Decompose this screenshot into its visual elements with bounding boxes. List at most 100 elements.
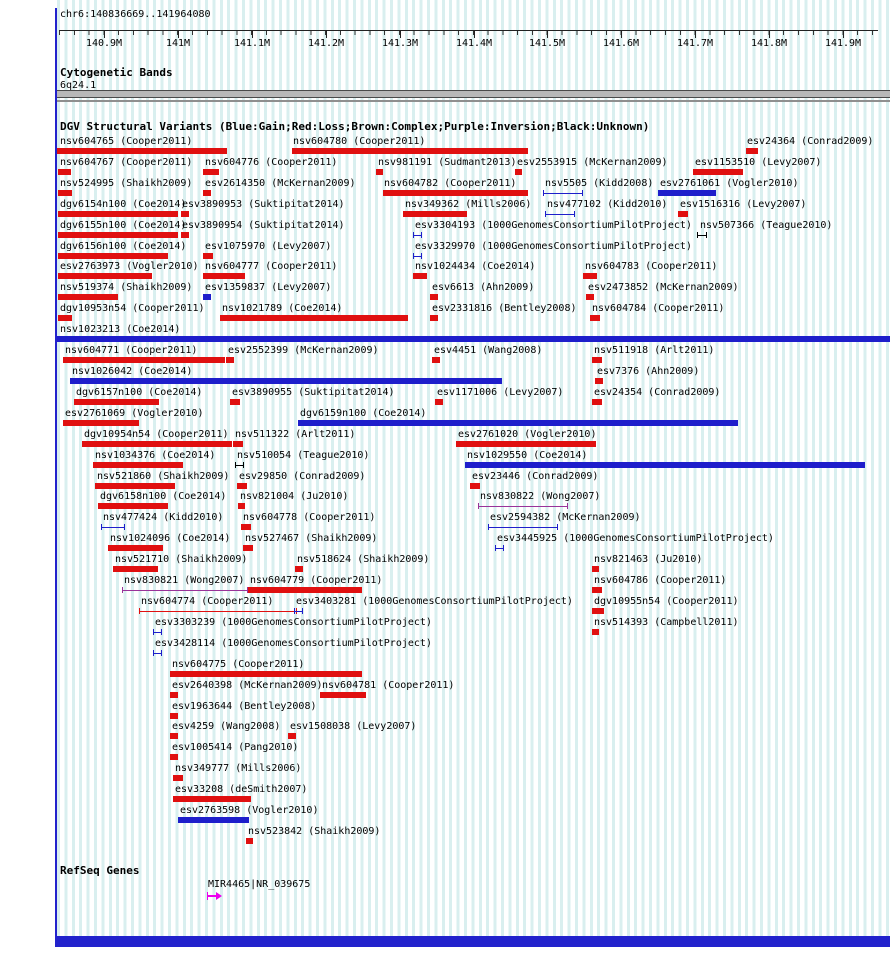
variant-bar-dgv6159n100[interactable]: [298, 420, 738, 426]
variant-label-nsv1034376[interactable]: nsv1034376 (Coe2014): [95, 450, 216, 461]
variant-bar-esv2614350[interactable]: [203, 190, 211, 196]
variant-label-nsv1029550[interactable]: nsv1029550 (Coe2014): [467, 450, 588, 461]
variant-bar-esv2763973[interactable]: [58, 273, 152, 279]
variant-bar-nsv821004[interactable]: [238, 503, 245, 509]
variant-bar-nsv519374[interactable]: [58, 294, 118, 300]
variant-label-dgv10953n54[interactable]: dgv10953n54 (Cooper2011): [60, 303, 205, 314]
variant-bar-esv7376[interactable]: [595, 378, 603, 384]
variant-label-esv1153510[interactable]: esv1153510 (Levy2007): [695, 157, 822, 168]
variant-label-esv2763598[interactable]: esv2763598 (Vogler2010): [180, 805, 319, 816]
variant-label-esv1171006[interactable]: esv1171006 (Levy2007): [437, 387, 564, 398]
variant-bar-nsv524995[interactable]: [58, 190, 72, 196]
variant-label-nsv604784[interactable]: nsv604784 (Cooper2011): [592, 303, 725, 314]
variant-bar-esv1153510[interactable]: [693, 169, 743, 175]
variant-label-nsv1024434[interactable]: nsv1024434 (Coe2014): [415, 261, 536, 272]
variant-label-nsv830821[interactable]: nsv830821 (Wong2007): [124, 575, 245, 586]
variant-bar-esv2763598[interactable]: [178, 817, 249, 823]
variant-label-esv24364[interactable]: esv24364 (Conrad2009): [747, 136, 874, 147]
variant-label-esv1005414[interactable]: esv1005414 (Pang2010): [172, 742, 299, 753]
variant-label-nsv1026042[interactable]: nsv1026042 (Coe2014): [72, 366, 193, 377]
variant-label-esv3428114[interactable]: esv3428114 (1000GenomesConsortiumPilotPr…: [155, 638, 432, 649]
variant-bar-esv3428114[interactable]: [153, 650, 162, 656]
variant-label-dgv6156n100[interactable]: dgv6156n100 (Coe2014): [60, 241, 187, 252]
variant-bar-nsv510054[interactable]: [235, 462, 244, 468]
variant-bar-esv23446[interactable]: [470, 483, 480, 489]
variant-label-esv2473852[interactable]: esv2473852 (McKernan2009): [588, 282, 739, 293]
variant-bar-dgv10955n54[interactable]: [592, 608, 604, 614]
variant-label-nsv1023213[interactable]: nsv1023213 (Coe2014): [60, 324, 181, 335]
variant-bar-nsv604786[interactable]: [592, 587, 602, 593]
variant-bar-esv2761020[interactable]: [456, 441, 596, 447]
variant-bar-dgv6154n100[interactable]: [58, 211, 178, 217]
variant-label-nsv604782[interactable]: nsv604782 (Cooper2011): [384, 178, 517, 189]
variant-label-esv3303239[interactable]: esv3303239 (1000GenomesConsortiumPilotPr…: [155, 617, 432, 628]
variant-bar-nsv1024096[interactable]: [108, 545, 163, 551]
variant-bar-nsv604780[interactable]: [292, 148, 528, 154]
variant-label-dgv6157n100[interactable]: dgv6157n100 (Coe2014): [76, 387, 203, 398]
variant-label-nsv604777[interactable]: nsv604777 (Cooper2011): [205, 261, 338, 272]
variant-bar-nsv477424[interactable]: [101, 524, 125, 530]
variant-label-nsv524995[interactable]: nsv524995 (Shaikh2009): [60, 178, 193, 189]
gene-label[interactable]: MIR4465|NR_039675: [208, 879, 311, 890]
variant-label-esv3890954[interactable]: esv3890954 (Suktipitat2014): [182, 220, 345, 231]
variant-bar-esv6613[interactable]: [430, 294, 438, 300]
variant-label-nsv604780[interactable]: nsv604780 (Cooper2011): [293, 136, 426, 147]
variant-bar-esv3445925[interactable]: [495, 545, 504, 551]
variant-bar-nsv604783[interactable]: [583, 273, 597, 279]
variant-bar-esv2552399[interactable]: [226, 357, 234, 363]
variant-bar-nsv604779[interactable]: [248, 587, 362, 593]
variant-bar-esv1508038[interactable]: [288, 733, 296, 739]
variant-label-nsv518624[interactable]: nsv518624 (Shaikh2009): [297, 554, 430, 565]
variant-bar-nsv981191[interactable]: [376, 169, 383, 175]
variant-label-nsv1024096[interactable]: nsv1024096 (Coe2014): [110, 533, 231, 544]
variant-bar-esv1516316[interactable]: [678, 211, 688, 217]
variant-bar-esv3403281[interactable]: [294, 608, 303, 614]
variant-label-nsv830822[interactable]: nsv830822 (Wong2007): [480, 491, 601, 502]
variant-label-nsv349362[interactable]: nsv349362 (Mills2006): [405, 199, 532, 210]
variant-bar-esv24354[interactable]: [592, 399, 602, 405]
gene-direction-arrow-icon[interactable]: [207, 892, 222, 900]
variant-label-esv2594382[interactable]: esv2594382 (McKernan2009): [490, 512, 641, 523]
variant-bar-esv2553915[interactable]: [515, 169, 522, 175]
variant-label-nsv981191[interactable]: nsv981191 (Sudmant2013): [378, 157, 517, 168]
variant-label-nsv521710[interactable]: nsv521710 (Shaikh2009): [115, 554, 248, 565]
variant-bar-esv4451[interactable]: [432, 357, 440, 363]
variant-bar-esv2761061[interactable]: [658, 190, 716, 196]
variant-bar-nsv5505[interactable]: [543, 190, 583, 196]
variant-label-nsv604774[interactable]: nsv604774 (Cooper2011): [141, 596, 274, 607]
variant-label-nsv5505[interactable]: nsv5505 (Kidd2008): [545, 178, 654, 189]
variant-bar-nsv349362[interactable]: [403, 211, 467, 217]
variant-bar-nsv604776[interactable]: [203, 169, 219, 175]
variant-bar-nsv604774[interactable]: [139, 608, 297, 614]
variant-label-nsv821463[interactable]: nsv821463 (Ju2010): [594, 554, 703, 565]
variant-bar-esv3329970[interactable]: [413, 253, 422, 259]
variant-label-esv29850[interactable]: esv29850 (Conrad2009): [239, 471, 366, 482]
variant-label-dgv10954n54[interactable]: dgv10954n54 (Cooper2011): [84, 429, 229, 440]
variant-label-nsv604781[interactable]: nsv604781 (Cooper2011): [322, 680, 455, 691]
variant-label-esv2331816[interactable]: esv2331816 (Bentley2008): [432, 303, 577, 314]
variant-bar-esv3890954[interactable]: [181, 232, 189, 238]
variant-bar-dgv6158n100[interactable]: [98, 503, 168, 509]
variant-bar-nsv604784[interactable]: [590, 315, 600, 321]
variant-label-dgv6159n100[interactable]: dgv6159n100 (Coe2014): [300, 408, 427, 419]
variant-label-esv2640398[interactable]: esv2640398 (McKernan2009): [172, 680, 323, 691]
variant-bar-esv1075970[interactable]: [203, 253, 213, 259]
variant-label-nsv1021789[interactable]: nsv1021789 (Coe2014): [222, 303, 343, 314]
variant-bar-nsv1024434[interactable]: [413, 273, 427, 279]
variant-bar-nsv511918[interactable]: [592, 357, 602, 363]
variant-bar-nsv521860[interactable]: [95, 483, 175, 489]
variant-label-nsv604776[interactable]: nsv604776 (Cooper2011): [205, 157, 338, 168]
variant-bar-nsv1026042[interactable]: [70, 378, 502, 384]
variant-label-nsv821004[interactable]: nsv821004 (Ju2010): [240, 491, 349, 502]
variant-label-nsv507366[interactable]: nsv507366 (Teague2010): [700, 220, 833, 231]
variant-bar-nsv830822[interactable]: [478, 503, 568, 509]
variant-label-nsv604783[interactable]: nsv604783 (Cooper2011): [585, 261, 718, 272]
variant-label-nsv523842[interactable]: nsv523842 (Shaikh2009): [248, 826, 381, 837]
variant-bar-nsv604765[interactable]: [57, 148, 227, 154]
variant-bar-nsv518624[interactable]: [295, 566, 303, 572]
variant-bar-esv4259[interactable]: [170, 733, 178, 739]
variant-bar-nsv521710[interactable]: [113, 566, 158, 572]
variant-label-dgv6155n100[interactable]: dgv6155n100 (Coe2014): [60, 220, 187, 231]
variant-label-esv2761020[interactable]: esv2761020 (Vogler2010): [458, 429, 597, 440]
variant-label-esv2761069[interactable]: esv2761069 (Vogler2010): [65, 408, 204, 419]
